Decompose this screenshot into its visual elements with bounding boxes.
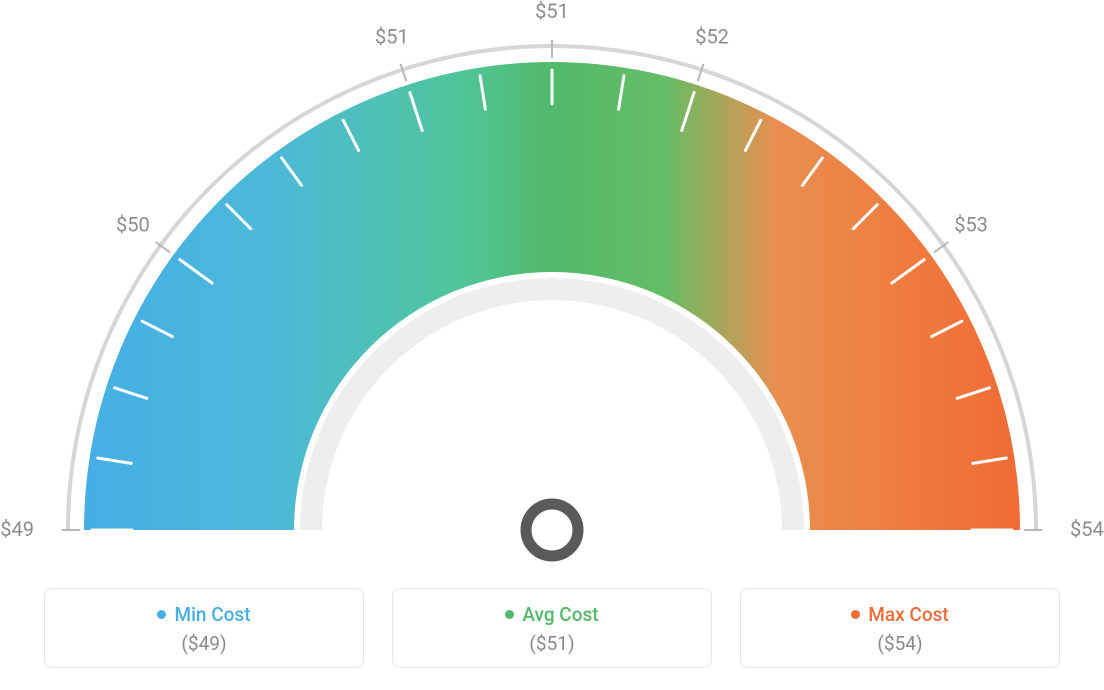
- legend-title-min: Min Cost: [157, 603, 250, 626]
- legend-row: Min Cost ($49) Avg Cost ($51) Max Cost (…: [0, 588, 1104, 668]
- legend-card-avg: Avg Cost ($51): [392, 588, 712, 668]
- scale-label: $51: [375, 24, 409, 48]
- legend-title-avg: Avg Cost: [505, 603, 598, 626]
- legend-title-max: Max Cost: [851, 603, 948, 626]
- legend-card-min: Min Cost ($49): [44, 588, 364, 668]
- legend-dot-min: [157, 610, 166, 619]
- scale-label: $51: [535, 0, 569, 23]
- legend-value-max: ($54): [751, 632, 1049, 655]
- legend-label-avg: Avg Cost: [522, 603, 598, 626]
- scale-label: $54: [1070, 517, 1104, 541]
- legend-dot-avg: [505, 610, 514, 619]
- legend-value-min: ($49): [55, 632, 353, 655]
- legend-label-max: Max Cost: [868, 603, 948, 626]
- gauge-chart: $49 $50 $51 $51 $52 $53 $54: [0, 0, 1104, 580]
- legend-dot-max: [851, 610, 860, 619]
- legend-value-avg: ($51): [403, 632, 701, 655]
- scale-label: $50: [116, 213, 150, 237]
- legend-card-max: Max Cost ($54): [740, 588, 1060, 668]
- legend-label-min: Min Cost: [174, 603, 250, 626]
- gauge-svg: $49 $50 $51 $51 $52 $53 $54: [0, 0, 1104, 580]
- scale-label: $49: [0, 517, 34, 541]
- scale-label: $53: [954, 213, 988, 237]
- scale-label: $52: [695, 24, 729, 48]
